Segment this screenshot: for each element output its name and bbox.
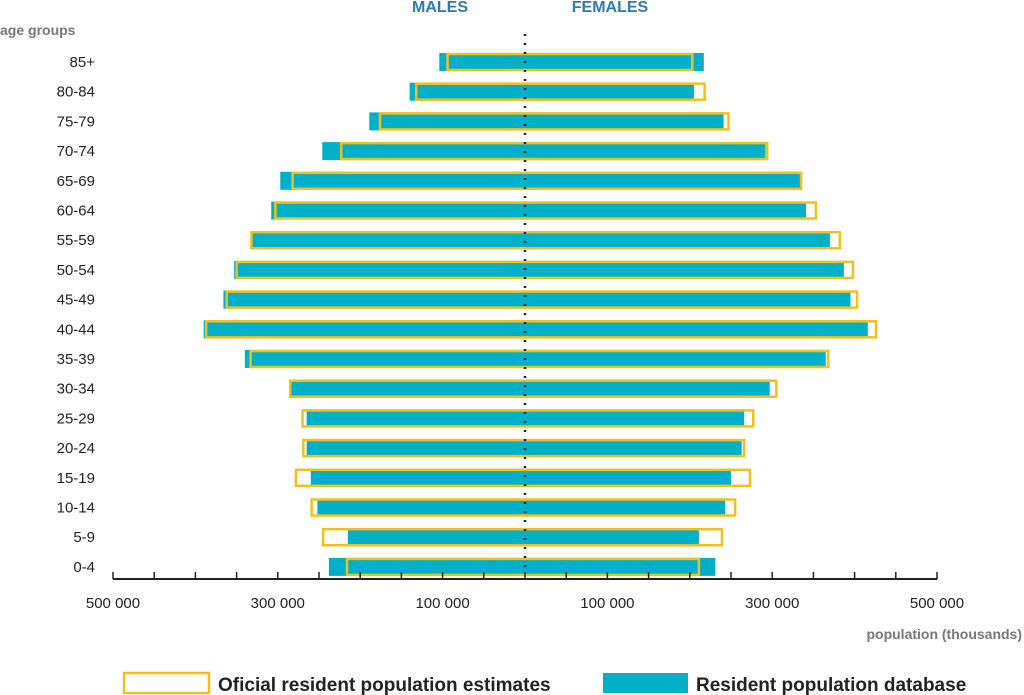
x-axis-tick-label: 300 000 bbox=[745, 595, 799, 612]
bar-resident-database-5-9 bbox=[347, 528, 699, 547]
age-group-label: 65-69 bbox=[57, 173, 95, 190]
age-group-label: 20-24 bbox=[57, 440, 95, 457]
bar-resident-database-55-59 bbox=[250, 231, 830, 250]
bar-official-estimates-60-64 bbox=[274, 201, 818, 220]
bar-resident-database-0-4 bbox=[328, 557, 716, 576]
age-group-label: 55-59 bbox=[57, 232, 95, 249]
bar-official-estimates-5-9 bbox=[321, 527, 724, 547]
bar-official-estimates-35-39 bbox=[249, 349, 830, 369]
bar-official-estimates-80-84 bbox=[414, 82, 706, 101]
bar-official-estimates-10-14 bbox=[310, 498, 737, 517]
bar-official-estimates-45-49 bbox=[225, 290, 859, 309]
y-axis-title: age groups bbox=[0, 22, 76, 38]
age-group-label: 30-34 bbox=[57, 381, 95, 398]
bar-official-estimates-15-19 bbox=[294, 468, 752, 488]
age-group-label: 60-64 bbox=[57, 203, 95, 220]
x-axis-ticks bbox=[112, 572, 938, 579]
bar-official-estimates-30-34 bbox=[288, 379, 778, 398]
bar-official-estimates-75-79 bbox=[378, 112, 730, 131]
males-header: MALES bbox=[412, 0, 468, 16]
bar-resident-database-70-74 bbox=[322, 142, 766, 161]
legend-swatch-resident-database bbox=[603, 673, 688, 693]
bar-official-estimates-50-54 bbox=[235, 260, 855, 280]
bar-official-estimates-0-4 bbox=[345, 557, 701, 577]
x-axis-tick-label: 500 000 bbox=[910, 595, 964, 612]
bar-resident-database-30-34 bbox=[290, 379, 770, 398]
bar-resident-database-10-14 bbox=[317, 498, 726, 517]
bar-official-estimates-55-59 bbox=[250, 230, 842, 250]
bar-resident-database-15-19 bbox=[310, 468, 731, 487]
age-group-label: 85+ bbox=[70, 54, 96, 71]
bar-resident-database-65-69 bbox=[280, 171, 802, 190]
x-axis-tick-label: 300 000 bbox=[251, 595, 305, 612]
bar-official-estimates-85plus bbox=[446, 52, 694, 72]
x-axis-title: population (thousands) bbox=[866, 626, 1022, 642]
bar-resident-database-40-44 bbox=[203, 320, 868, 339]
age-group-label: 75-79 bbox=[57, 113, 95, 130]
bar-official-estimates-70-74 bbox=[339, 141, 769, 161]
age-group-label: 50-54 bbox=[57, 262, 95, 279]
legend-label-official-estimates: Oficial resident population estimates bbox=[218, 675, 551, 695]
females-header: FEMALES bbox=[572, 0, 649, 16]
age-group-label: 10-14 bbox=[57, 500, 95, 517]
age-group-label: 0-4 bbox=[73, 559, 95, 576]
age-group-label: 40-44 bbox=[57, 321, 95, 338]
bar-official-estimates-25-29 bbox=[301, 409, 755, 428]
bar-resident-database-50-54 bbox=[234, 260, 844, 279]
bar-resident-database-75-79 bbox=[369, 112, 724, 131]
bar-resident-database-80-84 bbox=[409, 82, 694, 101]
age-group-label: 5-9 bbox=[73, 529, 95, 546]
bar-resident-database-45-49 bbox=[223, 290, 851, 309]
x-axis-tick-label: 100 000 bbox=[580, 595, 634, 612]
legend-label-resident-database: Resident population database bbox=[696, 675, 966, 695]
x-axis-tick-label: 100 000 bbox=[415, 595, 469, 612]
x-axis-tick-labels: 500 000 300 000 100 000 100 000 300 000 500 0… bbox=[86, 595, 964, 612]
age-group-label: 35-39 bbox=[57, 351, 95, 368]
bar-official-estimates-40-44 bbox=[204, 320, 878, 339]
bars-layer bbox=[203, 52, 878, 577]
bar-resident-database-35-39 bbox=[244, 350, 826, 368]
age-group-label: 15-19 bbox=[57, 470, 95, 487]
age-group-label: 45-49 bbox=[57, 292, 95, 309]
bar-resident-database-85plus bbox=[439, 53, 704, 71]
x-axis-tick-label: 500 000 bbox=[86, 595, 140, 612]
age-group-labels: 85+ 80-84 75-79 70-74 65-69 60-64 55-59 50-54 45… bbox=[57, 54, 96, 576]
age-group-label: 25-29 bbox=[57, 410, 95, 427]
bar-resident-database-60-64 bbox=[271, 201, 806, 220]
age-group-label: 70-74 bbox=[57, 143, 95, 160]
age-group-label: 80-84 bbox=[57, 84, 95, 101]
legend-swatch-official-estimates bbox=[122, 671, 211, 695]
bar-official-estimates-65-69 bbox=[291, 171, 803, 191]
bar-resident-database-25-29 bbox=[306, 409, 745, 428]
